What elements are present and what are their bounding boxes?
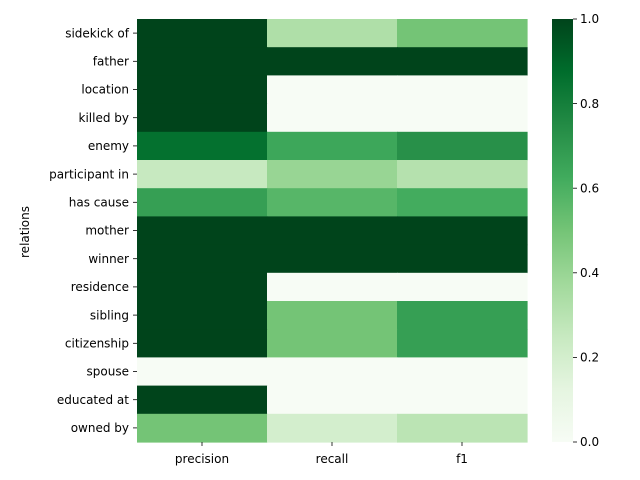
- colorbar-tick-label: 0.8: [580, 97, 599, 111]
- heatmap-cell: [137, 385, 268, 415]
- heatmap-cell: [397, 244, 528, 274]
- y-tick-label: spouse: [87, 365, 129, 379]
- heatmap-cell: [267, 244, 398, 274]
- y-tick-label: location: [81, 83, 129, 97]
- heatmap-cells: [137, 19, 528, 443]
- heatmap-cell: [267, 47, 398, 76]
- y-tick-label: citizenship: [65, 337, 129, 351]
- heatmap-cell: [397, 272, 528, 302]
- heatmap-cell: [397, 301, 528, 330]
- heatmap-cell: [267, 329, 398, 358]
- colorbar-tick-label: 1.0: [580, 12, 599, 26]
- heatmap-cell: [267, 103, 398, 133]
- colorbar-tick-label: 0.0: [580, 435, 599, 449]
- heatmap-cell: [267, 272, 398, 302]
- heatmap-cell: [397, 188, 528, 217]
- colorbar: 0.0 0.2 0.4 0.6 0.8 1.0: [552, 12, 599, 449]
- heatmap-cell: [137, 272, 268, 302]
- heatmap-cell: [397, 131, 528, 161]
- y-tick-label: winner: [88, 252, 129, 266]
- heatmap-cell: [267, 131, 398, 161]
- heatmap-cell: [137, 329, 268, 358]
- heatmap-cell: [397, 385, 528, 415]
- heatmap-cell: [397, 103, 528, 133]
- heatmap-cell: [137, 19, 268, 48]
- heatmap-cell: [267, 413, 398, 443]
- x-tick-label: f1: [456, 452, 468, 466]
- heatmap-cell: [267, 188, 398, 217]
- y-axis-ticks: sidekick of father location killed by enemy p…: [49, 26, 137, 435]
- heatmap-cell: [397, 357, 528, 387]
- heatmap-cell: [137, 75, 268, 105]
- colorbar-tick-label: 0.6: [580, 181, 599, 195]
- x-axis-ticks: precision recall f1: [175, 442, 468, 466]
- colorbar-tick-label: 0.4: [580, 266, 599, 280]
- heatmap-cell: [137, 188, 268, 217]
- heatmap-cell: [137, 216, 268, 246]
- heatmap-cell: [267, 19, 398, 48]
- heatmap-cell: [267, 216, 398, 246]
- heatmap-cell: [137, 301, 268, 330]
- heatmap-cell: [397, 160, 528, 189]
- colorbar-tick-label: 0.2: [580, 351, 599, 365]
- heatmap-cell: [267, 357, 398, 387]
- heatmap-cell: [137, 244, 268, 274]
- y-tick-label: has cause: [69, 196, 129, 210]
- y-tick-label: sibling: [90, 308, 129, 322]
- heatmap-cell: [137, 103, 268, 133]
- y-tick-label: father: [93, 55, 129, 69]
- heatmap-cell: [267, 301, 398, 330]
- heatmap-cell: [397, 75, 528, 105]
- y-tick-label: participant in: [49, 167, 129, 181]
- heatmap-cell: [137, 47, 268, 76]
- heatmap-cell: [137, 131, 268, 161]
- y-tick-label: residence: [71, 280, 129, 294]
- y-axis-label: relations: [18, 206, 32, 258]
- y-tick-label: sidekick of: [65, 26, 130, 40]
- heatmap-cell: [397, 47, 528, 76]
- x-tick-label: precision: [175, 452, 229, 466]
- heatmap-cell: [267, 160, 398, 189]
- heatmap-cell: [137, 413, 268, 443]
- colorbar-gradient: [552, 19, 573, 442]
- y-tick-label: mother: [85, 224, 129, 238]
- heatmap-cell: [397, 216, 528, 246]
- y-tick-label: educated at: [57, 393, 129, 407]
- heatmap-cell: [137, 357, 268, 387]
- y-tick-label: owned by: [71, 421, 129, 435]
- y-tick-label: killed by: [79, 111, 129, 125]
- y-tick-label: enemy: [88, 139, 129, 153]
- heatmap-cell: [137, 160, 268, 189]
- heatmap-cell: [267, 75, 398, 105]
- heatmap-cell: [397, 413, 528, 443]
- x-tick-label: recall: [316, 452, 349, 466]
- heatmap-cell: [267, 385, 398, 415]
- heatmap-cell: [397, 329, 528, 358]
- heatmap-cell: [397, 19, 528, 48]
